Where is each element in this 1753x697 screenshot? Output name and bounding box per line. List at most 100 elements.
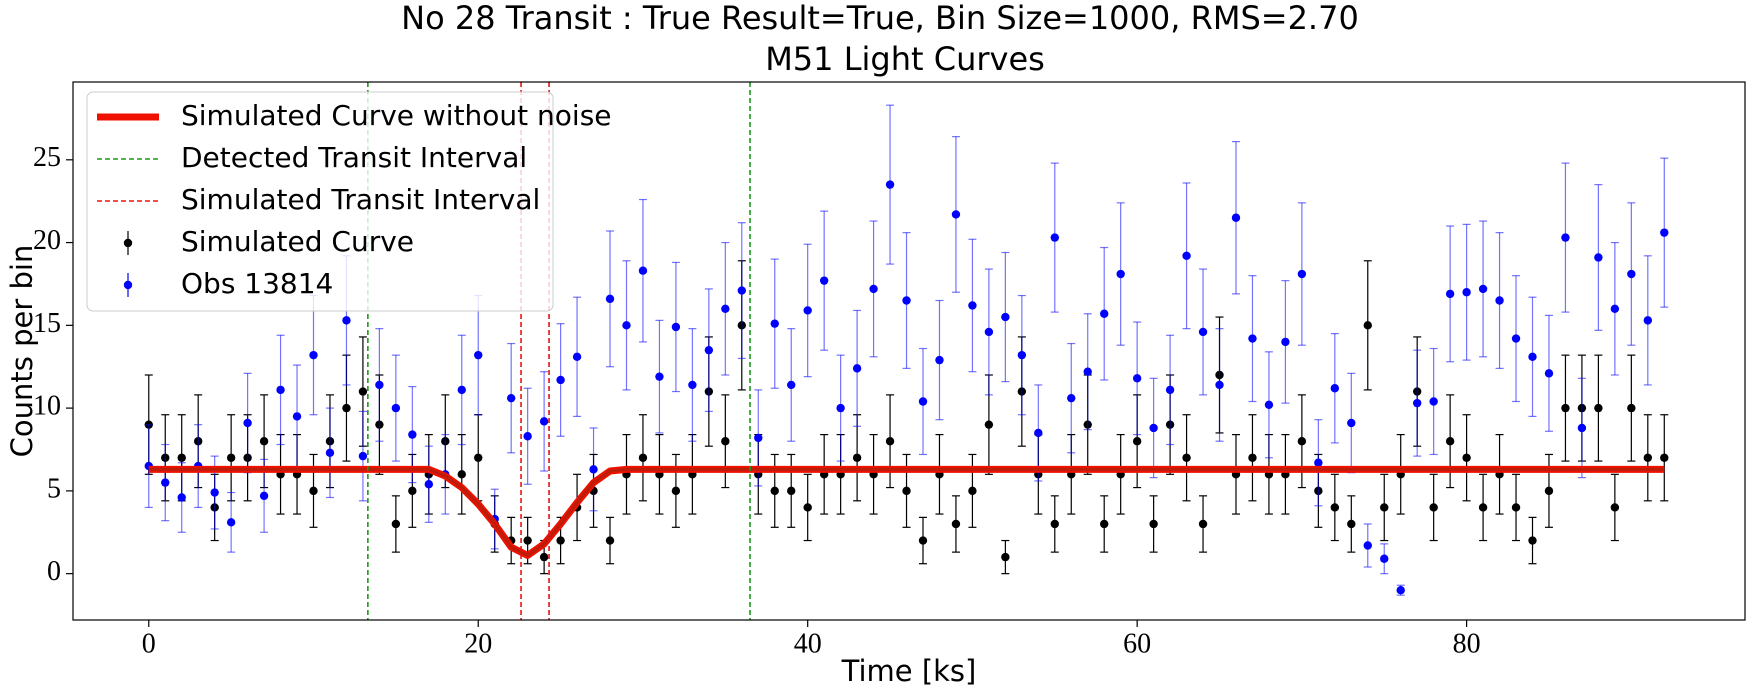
data-point bbox=[1495, 296, 1504, 305]
data-point bbox=[424, 480, 434, 489]
data-point bbox=[1083, 367, 1092, 376]
data-point bbox=[1643, 453, 1653, 462]
y-tick-label: 0 bbox=[47, 556, 61, 587]
data-point bbox=[408, 430, 417, 439]
data-point bbox=[1627, 269, 1636, 279]
data-point bbox=[1380, 554, 1389, 563]
data-point bbox=[1297, 437, 1307, 446]
data-point bbox=[1610, 503, 1620, 512]
data-point bbox=[259, 491, 269, 501]
data-point bbox=[259, 437, 269, 446]
data-point bbox=[1412, 398, 1422, 408]
data-point bbox=[984, 327, 994, 337]
data-point bbox=[1594, 253, 1603, 262]
data-point bbox=[885, 437, 895, 446]
legend-box bbox=[86, 91, 554, 312]
legend-swatch bbox=[123, 280, 133, 290]
data-point bbox=[1627, 403, 1636, 413]
data-point bbox=[1577, 423, 1587, 433]
data-point bbox=[474, 350, 483, 360]
data-point bbox=[1478, 503, 1488, 512]
data-point bbox=[358, 387, 368, 396]
data-point bbox=[671, 486, 681, 496]
data-point bbox=[1396, 586, 1405, 595]
data-point bbox=[210, 488, 219, 497]
data-point bbox=[638, 453, 648, 462]
data-point bbox=[787, 380, 796, 390]
data-point bbox=[605, 294, 615, 304]
data-point bbox=[819, 276, 829, 285]
data-point bbox=[1248, 453, 1257, 462]
data-point bbox=[539, 417, 549, 426]
data-point bbox=[1478, 284, 1488, 294]
data-point bbox=[803, 306, 812, 315]
data-point bbox=[605, 536, 615, 545]
legend-label: Simulated Curve without noise bbox=[181, 99, 612, 132]
data-point bbox=[1330, 503, 1340, 512]
data-point bbox=[1198, 327, 1208, 337]
x-axis-label: Time [ks] bbox=[841, 654, 977, 688]
data-point bbox=[1660, 228, 1669, 237]
data-point bbox=[1445, 437, 1455, 446]
x-tick-label: 20 bbox=[464, 628, 492, 659]
data-point bbox=[1660, 453, 1669, 462]
data-point bbox=[1511, 334, 1521, 343]
data-point bbox=[292, 412, 302, 421]
data-point bbox=[1198, 519, 1208, 529]
data-point bbox=[852, 364, 862, 373]
data-point bbox=[671, 322, 681, 332]
data-point bbox=[408, 486, 417, 496]
data-point bbox=[556, 536, 565, 545]
data-point bbox=[1281, 337, 1290, 347]
data-point bbox=[226, 518, 236, 527]
data-point bbox=[918, 536, 928, 545]
data-point bbox=[968, 301, 977, 310]
data-point bbox=[721, 304, 730, 313]
data-point bbox=[1264, 400, 1274, 409]
x-tick-label: 60 bbox=[1123, 628, 1151, 659]
data-point bbox=[474, 453, 483, 462]
data-point bbox=[1314, 458, 1323, 467]
y-tick-label: 5 bbox=[47, 473, 61, 504]
data-point bbox=[951, 519, 961, 529]
data-point bbox=[1429, 397, 1438, 406]
data-point bbox=[309, 350, 318, 360]
chart-title: No 28 Transit : True Result=True, Bin Si… bbox=[401, 0, 1359, 37]
legend-swatch bbox=[123, 238, 133, 248]
data-point bbox=[589, 465, 598, 474]
legend-label: Simulated Curve bbox=[181, 225, 414, 258]
data-point bbox=[984, 420, 994, 429]
data-point bbox=[457, 385, 466, 395]
data-point bbox=[342, 316, 351, 325]
data-point bbox=[1132, 374, 1142, 383]
data-point bbox=[1100, 519, 1109, 529]
data-point bbox=[1248, 334, 1257, 343]
data-point bbox=[572, 352, 582, 361]
data-point bbox=[1462, 453, 1471, 462]
data-point bbox=[1594, 403, 1603, 413]
data-point bbox=[885, 180, 895, 189]
data-point bbox=[1149, 423, 1158, 433]
data-point bbox=[1511, 503, 1521, 512]
data-point bbox=[1544, 486, 1554, 496]
data-point bbox=[951, 210, 961, 219]
y-axis-label: Counts per bin bbox=[5, 245, 39, 458]
data-point bbox=[1231, 213, 1241, 222]
data-point bbox=[391, 519, 401, 529]
data-point bbox=[902, 296, 911, 305]
data-point bbox=[177, 493, 186, 502]
data-point bbox=[1149, 519, 1158, 529]
data-point bbox=[1215, 380, 1224, 390]
data-point bbox=[539, 552, 549, 562]
data-point bbox=[243, 418, 252, 428]
data-point bbox=[1561, 403, 1570, 413]
x-tick-label: 40 bbox=[794, 628, 822, 659]
data-point bbox=[1017, 350, 1027, 360]
data-point bbox=[655, 372, 664, 381]
data-point bbox=[556, 375, 565, 385]
data-point bbox=[309, 486, 318, 496]
data-point bbox=[1347, 418, 1356, 428]
y-tick-label: 20 bbox=[33, 225, 61, 256]
data-point bbox=[177, 453, 186, 462]
